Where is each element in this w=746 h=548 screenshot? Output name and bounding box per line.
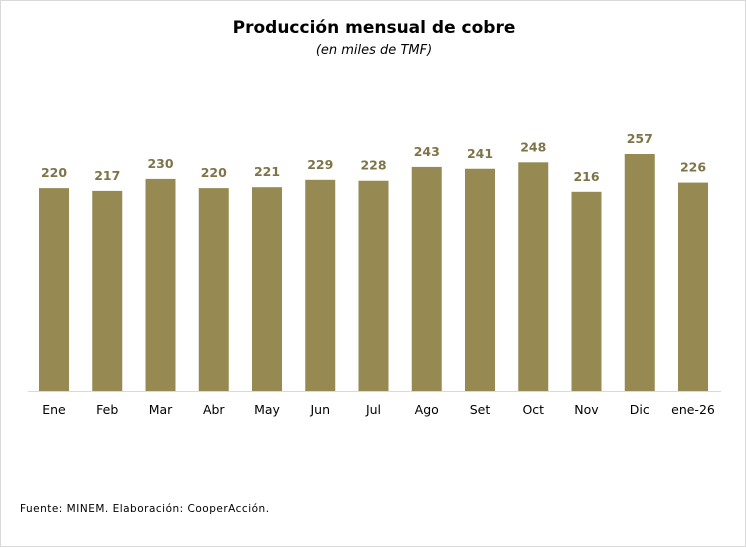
bar-Ene <box>39 188 69 391</box>
x-tick-label: Jun <box>309 402 330 417</box>
data-label: 216 <box>573 169 599 184</box>
bar-Oct <box>518 162 549 391</box>
x-tick-label: Set <box>470 402 491 417</box>
x-tick-label: May <box>254 402 280 417</box>
x-tick-label: Jul <box>365 402 381 417</box>
bar-Feb <box>92 190 123 391</box>
bar-Dic <box>624 154 655 391</box>
bar-ene-26 <box>678 182 708 391</box>
x-tick-label: Abr <box>203 402 225 417</box>
bar-Abr <box>198 188 229 391</box>
data-label: 248 <box>520 139 546 154</box>
x-tick-label: Nov <box>574 402 599 417</box>
bar-May <box>252 187 282 391</box>
x-tick-label: Feb <box>96 402 118 417</box>
x-tick-label: Ago <box>415 402 439 417</box>
bar-Ago <box>411 166 442 391</box>
chart-subtitle: (en miles de TMF) <box>316 43 432 58</box>
x-tick-label: Ene <box>42 402 66 417</box>
bar-Nov <box>571 191 602 391</box>
bar-Set <box>465 168 495 391</box>
data-label: 220 <box>201 165 227 180</box>
chart-title: Producción mensual de cobre <box>233 18 516 38</box>
data-label: 226 <box>680 160 706 175</box>
data-label: 243 <box>414 144 440 159</box>
data-label: 241 <box>467 146 493 161</box>
source-note: Fuente: MINEM. Elaboración: CooperAcción… <box>20 503 270 515</box>
bar-Mar <box>145 178 176 391</box>
x-tick-label: Dic <box>630 402 650 417</box>
data-label: 230 <box>147 156 173 171</box>
x-tick-label: Mar <box>149 402 173 417</box>
bar-Jul <box>358 180 389 391</box>
data-label: 217 <box>94 168 120 183</box>
x-tick-label: Oct <box>522 402 544 417</box>
data-label: 228 <box>360 158 386 173</box>
data-label: 257 <box>627 131 653 146</box>
bar-Jun <box>305 179 336 391</box>
x-tick-label: ene-26 <box>671 402 715 417</box>
data-label: 220 <box>41 165 67 180</box>
data-label: 229 <box>307 157 333 172</box>
data-label: 221 <box>254 164 280 179</box>
